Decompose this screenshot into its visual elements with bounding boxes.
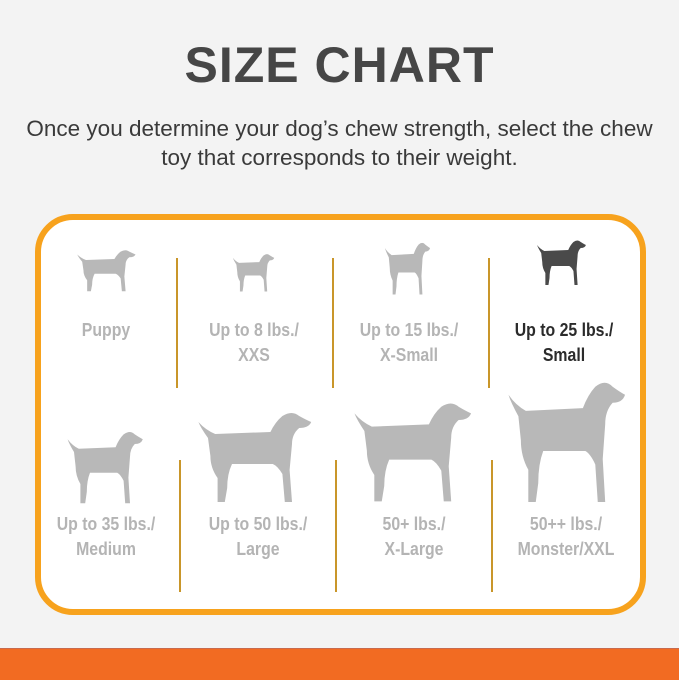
bottom-bar — [0, 648, 679, 680]
beagle-icon — [67, 432, 143, 504]
size-label-line2: Small — [542, 345, 586, 365]
size-label-line2: X-Large — [384, 539, 444, 559]
divider — [332, 258, 334, 388]
size-label-monster-xxl: 50++ lbs./ Monster/XXL — [496, 512, 637, 562]
size-label-line1: 50++ lbs./ — [529, 514, 603, 534]
size-label-x-large: 50+ lbs./ X-Large — [344, 512, 485, 562]
size-label-line1: Puppy — [81, 320, 131, 340]
size-label-large: Up to 50 lbs./ Large — [188, 512, 329, 562]
divider — [176, 258, 178, 388]
size-label-xxs: Up to 8 lbs./ XXS — [184, 318, 325, 368]
size-label-medium: Up to 35 lbs./ Medium — [36, 512, 177, 562]
divider — [488, 258, 490, 388]
size-label-line1: Up to 15 lbs./ — [359, 320, 459, 340]
size-label-line2: XXS — [238, 345, 270, 365]
size-label-line2: Medium — [76, 539, 136, 559]
size-label-line1: 50+ lbs./ — [382, 514, 446, 534]
size-label-puppy: Puppy — [36, 318, 177, 343]
size-label-line2: Monster/XXL — [517, 539, 615, 559]
divider — [179, 460, 181, 592]
size-label-line1: Up to 50 lbs./ — [208, 514, 308, 534]
page-subtitle: Once you determine your dog’s chew stren… — [26, 116, 653, 170]
shepherd-icon — [354, 403, 472, 502]
page-title: SIZE CHART — [184, 37, 495, 93]
size-label-line2: X-Small — [379, 345, 439, 365]
miniature-pinscher-icon — [384, 242, 431, 295]
size-label-line1: Up to 8 lbs./ — [209, 320, 299, 340]
size-label-line1: Up to 35 lbs./ — [56, 514, 156, 534]
chihuahua-icon — [232, 254, 275, 292]
divider — [335, 460, 337, 592]
terrier-icon — [537, 240, 586, 285]
size-label-line1: Up to 25 lbs./ — [514, 320, 614, 340]
size-label-small: Up to 25 lbs./ Small — [494, 318, 635, 368]
divider — [491, 460, 493, 592]
size-label-line2: Large — [236, 539, 280, 559]
size-label-x-small: Up to 15 lbs./ X-Small — [339, 318, 480, 368]
retriever-icon — [198, 413, 312, 502]
puppy-icon — [77, 250, 136, 292]
great-dane-icon — [508, 382, 626, 502]
